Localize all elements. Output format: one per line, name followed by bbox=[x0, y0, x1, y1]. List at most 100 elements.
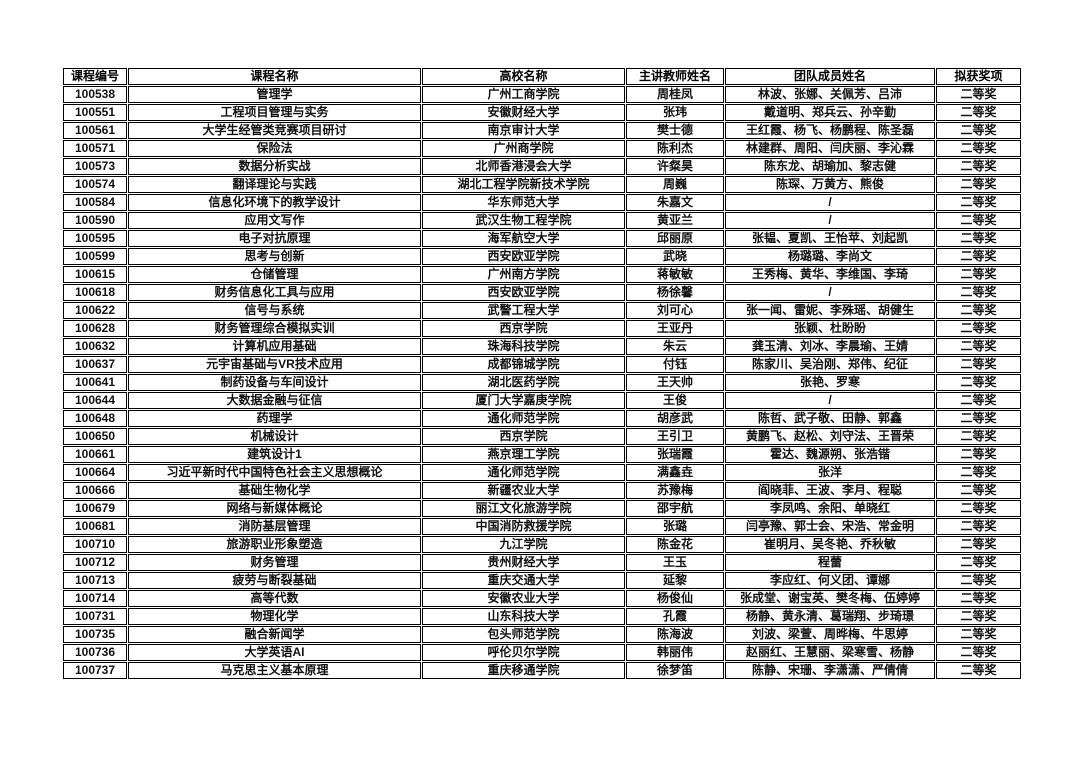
table-cell: 高等代数 bbox=[128, 590, 421, 607]
table-row: 100644 大数据金融与征信 厦门大学嘉庚学院 王俊 / 二等奖 bbox=[63, 392, 1021, 409]
table-row: 100628 财务管理综合模拟实训 西京学院 王亚丹 张颖、杜盼盼 二等奖 bbox=[63, 320, 1021, 337]
table-cell: / bbox=[725, 284, 935, 301]
table-cell: 武晓 bbox=[626, 248, 724, 265]
table-row: 100632 计算机应用基础 珠海科技学院 朱云 龚玉清、刘冰、李晨瑜、王婧 二等奖 bbox=[63, 338, 1021, 355]
table-cell: 呼伦贝尔学院 bbox=[422, 644, 625, 661]
table-row: 100571 保险法 广州商学院 陈利杰 林建群、周阳、闫庆丽、李沁霖 二等奖 bbox=[63, 140, 1021, 157]
table-row: 100664 习近平新时代中国特色社会主义思想概论 通化师范学院 满鑫垚 张洋 二等奖 bbox=[63, 464, 1021, 481]
table-cell: 应用文写作 bbox=[128, 212, 421, 229]
table-cell: 物理化学 bbox=[128, 608, 421, 625]
table-row: 100736 大学英语AI 呼伦贝尔学院 韩丽伟 赵丽红、王慧丽、梁寒雪、杨静 二等奖 bbox=[63, 644, 1021, 661]
table-cell: 黄亚兰 bbox=[626, 212, 724, 229]
table-cell: 100650 bbox=[63, 428, 127, 445]
table-cell: 广州商学院 bbox=[422, 140, 625, 157]
table-cell: 闫亭豫、郭士会、宋浩、常金明 bbox=[725, 518, 935, 535]
table-cell: 包头师范学院 bbox=[422, 626, 625, 643]
table-cell: 100712 bbox=[63, 554, 127, 571]
table-cell: 100666 bbox=[63, 482, 127, 499]
table-cell: 韩丽伟 bbox=[626, 644, 724, 661]
table-cell: 陈东龙、胡瑜加、黎志健 bbox=[725, 158, 935, 175]
table-row: 100561 大学生经管类竞赛项目研讨 南京审计大学 樊士德 王红霞、杨飞、杨鹏程、陈圣… bbox=[63, 122, 1021, 139]
table-cell: 陈静、宋珊、李潇潇、严倩倩 bbox=[725, 662, 935, 679]
table-cell: 成都锦城学院 bbox=[422, 356, 625, 373]
table-cell: 100574 bbox=[63, 176, 127, 193]
table-cell: 二等奖 bbox=[936, 374, 1021, 391]
table-cell: 安徽财经大学 bbox=[422, 104, 625, 121]
table-cell: 陈金花 bbox=[626, 536, 724, 553]
table-cell: 重庆交通大学 bbox=[422, 572, 625, 589]
table-cell: 丽江文化旅游学院 bbox=[422, 500, 625, 517]
table-cell: 二等奖 bbox=[936, 230, 1021, 247]
table-cell: 100736 bbox=[63, 644, 127, 661]
table-body: 100538 管理学 广州工商学院 周桂凤 林波、张娜、关佩芳、吕沛 二等奖 100551 工… bbox=[63, 86, 1021, 679]
table-row: 100595 电子对抗原理 海军航空大学 邱丽原 张韫、夏凯、王怡苹、刘起凯 二等奖 bbox=[63, 230, 1021, 247]
table-cell: 工程项目管理与实务 bbox=[128, 104, 421, 121]
table-cell: 贵州财经大学 bbox=[422, 554, 625, 571]
table-cell: 二等奖 bbox=[936, 356, 1021, 373]
table-row: 100737 马克思主义基本原理 重庆移通学院 徐梦笛 陈静、宋珊、李潇潇、严倩倩 二等奖 bbox=[63, 662, 1021, 679]
table-cell: 樊士德 bbox=[626, 122, 724, 139]
table-cell: 武汉生物工程学院 bbox=[422, 212, 625, 229]
table-cell: 二等奖 bbox=[936, 176, 1021, 193]
table-cell: 100622 bbox=[63, 302, 127, 319]
table-row: 100574 翻译理论与实践 湖北工程学院新技术学院 周巍 陈琛、万黄方、熊俊 二等奖 bbox=[63, 176, 1021, 193]
table-cell: 刘波、梁萱、周晔梅、牛思婷 bbox=[725, 626, 935, 643]
table-cell: 100551 bbox=[63, 104, 127, 121]
table-cell: 二等奖 bbox=[936, 482, 1021, 499]
table-cell: 张成堂、谢宝英、樊冬梅、伍婷婷 bbox=[725, 590, 935, 607]
table-cell: 程蕾 bbox=[725, 554, 935, 571]
table-row: 100712 财务管理 贵州财经大学 王玉 程蕾 二等奖 bbox=[63, 554, 1021, 571]
table-cell: 二等奖 bbox=[936, 428, 1021, 445]
table-cell: 王引卫 bbox=[626, 428, 724, 445]
table-cell: 张艳、罗寒 bbox=[725, 374, 935, 391]
column-header: 主讲教师姓名 bbox=[626, 68, 724, 85]
table-row: 100714 高等代数 安徽农业大学 杨俊仙 张成堂、谢宝英、樊冬梅、伍婷婷 二等奖 bbox=[63, 590, 1021, 607]
table-cell: 崔明月、吴冬艳、乔秋敏 bbox=[725, 536, 935, 553]
table-cell: 杨静、黄永清、葛瑞翔、步琦璟 bbox=[725, 608, 935, 625]
table-cell: 杨璐璐、李尚文 bbox=[725, 248, 935, 265]
table-row: 100590 应用文写作 武汉生物工程学院 黄亚兰 / 二等奖 bbox=[63, 212, 1021, 229]
table-cell: 霍达、魏源朔、张浩锴 bbox=[725, 446, 935, 463]
table-cell: 100561 bbox=[63, 122, 127, 139]
table-cell: 习近平新时代中国特色社会主义思想概论 bbox=[128, 464, 421, 481]
table-cell: 信号与系统 bbox=[128, 302, 421, 319]
table-cell: 财务管理 bbox=[128, 554, 421, 571]
table-row: 100681 消防基层管理 中国消防救援学院 张璐 闫亭豫、郭士会、宋浩、常金明 二等奖 bbox=[63, 518, 1021, 535]
table-row: 100618 财务信息化工具与应用 西安欧亚学院 杨徐馨 / 二等奖 bbox=[63, 284, 1021, 301]
table-cell: 管理学 bbox=[128, 86, 421, 103]
table-cell: 邵宇航 bbox=[626, 500, 724, 517]
table-cell: 杨俊仙 bbox=[626, 590, 724, 607]
table-cell: 100648 bbox=[63, 410, 127, 427]
table-cell: 珠海科技学院 bbox=[422, 338, 625, 355]
table-row: 100538 管理学 广州工商学院 周桂凤 林波、张娜、关佩芳、吕沛 二等奖 bbox=[63, 86, 1021, 103]
table-cell: 朱嘉文 bbox=[626, 194, 724, 211]
table-cell: 元宇宙基础与VR技术应用 bbox=[128, 356, 421, 373]
table-cell: 通化师范学院 bbox=[422, 410, 625, 427]
table-cell: 二等奖 bbox=[936, 122, 1021, 139]
table-cell: 延黎 bbox=[626, 572, 724, 589]
table-cell: 100735 bbox=[63, 626, 127, 643]
table-cell: 蒋敏敏 bbox=[626, 266, 724, 283]
table-cell: 网络与新媒体概论 bbox=[128, 500, 421, 517]
table-cell: 王秀梅、黄华、李维国、李琦 bbox=[725, 266, 935, 283]
table-cell: 陈海波 bbox=[626, 626, 724, 643]
table-cell: 林波、张娜、关佩芳、吕沛 bbox=[725, 86, 935, 103]
table-cell: 100661 bbox=[63, 446, 127, 463]
table-row: 100599 思考与创新 西安欧亚学院 武晓 杨璐璐、李尚文 二等奖 bbox=[63, 248, 1021, 265]
table-cell: 100713 bbox=[63, 572, 127, 589]
table-cell: 100737 bbox=[63, 662, 127, 679]
table-cell: 二等奖 bbox=[936, 536, 1021, 553]
table-cell: 二等奖 bbox=[936, 194, 1021, 211]
table-cell: 100714 bbox=[63, 590, 127, 607]
table-cell: 药理学 bbox=[128, 410, 421, 427]
table-cell: 100584 bbox=[63, 194, 127, 211]
table-cell: 消防基层管理 bbox=[128, 518, 421, 535]
table-cell: / bbox=[725, 194, 935, 211]
table-cell: 西京学院 bbox=[422, 428, 625, 445]
table-cell: 二等奖 bbox=[936, 302, 1021, 319]
table-cell: 黄鹏飞、赵松、刘守法、王晋荣 bbox=[725, 428, 935, 445]
table-cell: 二等奖 bbox=[936, 446, 1021, 463]
header-row: 课程编号 课程名称 高校名称 主讲教师姓名 团队成员姓名 拟获奖项 bbox=[63, 68, 1021, 85]
table-cell: 财务管理综合模拟实训 bbox=[128, 320, 421, 337]
